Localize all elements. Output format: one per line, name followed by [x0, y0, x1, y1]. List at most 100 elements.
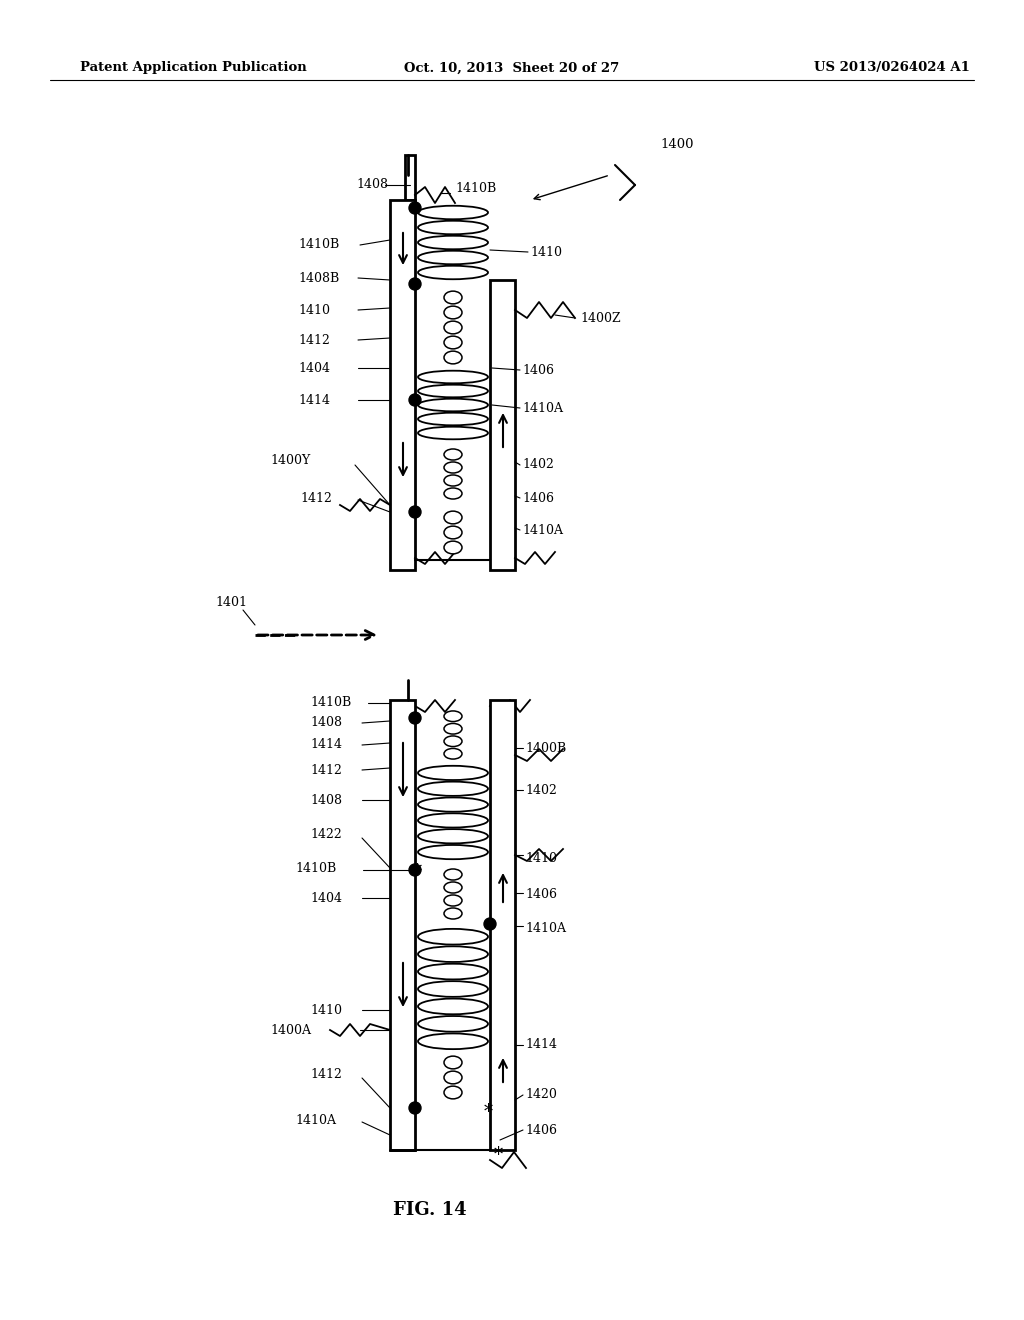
Text: 1406: 1406: [522, 363, 554, 376]
Ellipse shape: [444, 292, 462, 304]
Circle shape: [409, 393, 421, 407]
Circle shape: [484, 917, 496, 931]
Ellipse shape: [444, 723, 462, 734]
Text: 1410A: 1410A: [295, 1114, 336, 1126]
Ellipse shape: [444, 748, 462, 759]
Text: *: *: [413, 863, 422, 880]
Ellipse shape: [418, 929, 488, 945]
Text: 1412: 1412: [310, 763, 342, 776]
Ellipse shape: [418, 999, 488, 1014]
Bar: [390, 700, 415, 1150]
Ellipse shape: [444, 488, 462, 499]
Text: 1408: 1408: [310, 717, 342, 730]
Ellipse shape: [418, 1034, 488, 1049]
Ellipse shape: [444, 462, 462, 473]
Ellipse shape: [444, 1071, 462, 1084]
Ellipse shape: [418, 766, 488, 780]
Ellipse shape: [418, 384, 488, 397]
Text: 1400B: 1400B: [525, 742, 566, 755]
Text: 1402: 1402: [525, 784, 557, 796]
Ellipse shape: [444, 895, 462, 906]
Ellipse shape: [418, 1016, 488, 1032]
Ellipse shape: [444, 869, 462, 880]
Text: 1406: 1406: [522, 491, 554, 504]
Text: 1410A: 1410A: [522, 401, 563, 414]
Text: 1406: 1406: [525, 888, 557, 902]
Text: 1400: 1400: [660, 139, 693, 152]
Ellipse shape: [418, 829, 488, 843]
Text: 1414: 1414: [298, 393, 330, 407]
Ellipse shape: [418, 265, 488, 280]
Bar: [490, 700, 515, 1150]
Ellipse shape: [444, 1086, 462, 1098]
Circle shape: [409, 711, 421, 723]
Ellipse shape: [418, 813, 488, 828]
Ellipse shape: [418, 220, 488, 234]
Text: *: *: [494, 1146, 503, 1164]
Text: 1404: 1404: [298, 362, 330, 375]
Text: 1400Z: 1400Z: [580, 312, 621, 325]
Text: 1402: 1402: [522, 458, 554, 471]
Circle shape: [409, 1102, 421, 1114]
Ellipse shape: [444, 337, 462, 348]
Text: FIG. 14: FIG. 14: [393, 1201, 467, 1218]
Ellipse shape: [418, 946, 488, 962]
Text: 1408: 1408: [310, 793, 342, 807]
Text: 1410: 1410: [298, 304, 330, 317]
Ellipse shape: [418, 845, 488, 859]
Ellipse shape: [444, 908, 462, 919]
Ellipse shape: [418, 371, 488, 383]
Text: *: *: [483, 1104, 493, 1121]
Ellipse shape: [418, 981, 488, 997]
Text: 1410: 1410: [530, 246, 562, 259]
Ellipse shape: [418, 206, 488, 219]
Ellipse shape: [444, 449, 462, 461]
Text: 1400A: 1400A: [270, 1023, 311, 1036]
Bar: [490, 280, 515, 570]
Text: 1412: 1412: [300, 491, 332, 504]
Text: 1404: 1404: [310, 891, 342, 904]
Text: 1410B: 1410B: [455, 181, 497, 194]
Ellipse shape: [444, 511, 462, 524]
Text: 1412: 1412: [298, 334, 330, 346]
Ellipse shape: [444, 1056, 462, 1069]
Text: 1410: 1410: [310, 1003, 342, 1016]
Text: 1410B: 1410B: [295, 862, 336, 874]
Bar: [406, 154, 415, 201]
Text: 1420: 1420: [525, 1089, 557, 1101]
Ellipse shape: [444, 882, 462, 894]
Text: 1410A: 1410A: [522, 524, 563, 536]
Text: 1414: 1414: [310, 738, 342, 751]
Text: 1408B: 1408B: [298, 272, 339, 285]
Text: Patent Application Publication: Patent Application Publication: [80, 62, 307, 74]
Ellipse shape: [444, 737, 462, 747]
Text: 1422: 1422: [310, 829, 342, 842]
Text: 1401: 1401: [215, 595, 247, 609]
Ellipse shape: [444, 351, 462, 364]
Ellipse shape: [444, 711, 462, 722]
Ellipse shape: [418, 413, 488, 425]
Text: 1406: 1406: [525, 1123, 557, 1137]
Text: 1410: 1410: [525, 851, 557, 865]
Ellipse shape: [418, 797, 488, 812]
Ellipse shape: [418, 399, 488, 412]
Ellipse shape: [444, 541, 462, 554]
Text: 1410B: 1410B: [310, 697, 351, 710]
Text: US 2013/0264024 A1: US 2013/0264024 A1: [814, 62, 970, 74]
Ellipse shape: [444, 527, 462, 539]
Text: 1412: 1412: [310, 1068, 342, 1081]
Ellipse shape: [418, 781, 488, 796]
Bar: [390, 201, 415, 570]
Ellipse shape: [444, 475, 462, 486]
Circle shape: [409, 202, 421, 214]
Text: 1408: 1408: [356, 178, 388, 191]
Text: 1414: 1414: [525, 1039, 557, 1052]
Circle shape: [409, 506, 421, 517]
Ellipse shape: [444, 321, 462, 334]
Ellipse shape: [418, 964, 488, 979]
Text: 1410B: 1410B: [298, 239, 339, 252]
Ellipse shape: [444, 306, 462, 319]
Ellipse shape: [418, 251, 488, 264]
Text: 1400Y: 1400Y: [270, 454, 310, 466]
Circle shape: [409, 279, 421, 290]
